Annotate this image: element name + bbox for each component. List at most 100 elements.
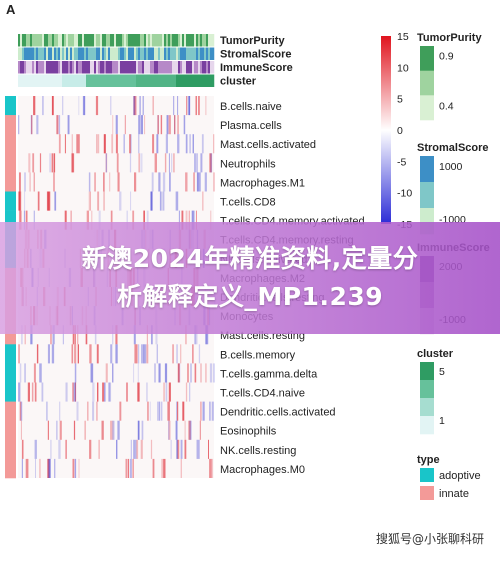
track-cell — [118, 47, 121, 60]
heatmap-cell — [96, 344, 99, 364]
track-cell — [204, 34, 207, 47]
heatmap-cell — [23, 210, 25, 230]
heatmap-cell — [205, 363, 207, 383]
heatmap-cell — [47, 344, 50, 364]
type-cell — [5, 325, 16, 345]
heatmap-cell — [209, 401, 211, 421]
track-cell — [178, 47, 181, 60]
track-cell — [208, 74, 211, 87]
track-cell — [42, 47, 45, 60]
heatmap-cell — [186, 96, 188, 116]
row-label: T.cells.CD8 — [220, 197, 276, 209]
color-bar-tick-label: -10 — [397, 188, 412, 200]
heatmap-cell — [150, 439, 153, 459]
track-cell — [52, 74, 55, 87]
track-cell — [98, 47, 101, 60]
track-cell — [88, 74, 91, 87]
heatmap-cell — [200, 401, 202, 421]
heatmap-cell — [146, 325, 148, 345]
heatmap-cell — [88, 191, 91, 211]
track-cell — [20, 74, 23, 87]
track-cell — [154, 47, 157, 60]
track-cell — [160, 47, 163, 60]
heatmap-cell — [180, 344, 182, 364]
row-label: Mast.cells.activated — [220, 139, 316, 151]
track-cell — [30, 47, 33, 60]
track-cell — [150, 47, 153, 60]
track-cell — [158, 74, 161, 87]
heatmap-cell — [199, 172, 201, 192]
track-cell — [60, 34, 63, 47]
heatmap-cell — [20, 401, 23, 421]
heatmap-cell — [176, 401, 178, 421]
heatmap-cell — [130, 191, 132, 211]
heatmap-cell — [25, 458, 28, 478]
heatmap-cell — [136, 439, 139, 459]
track-cell — [110, 47, 113, 60]
heatmap-cell — [129, 458, 132, 478]
heatmap-cell — [24, 325, 26, 345]
track-cell — [174, 34, 177, 47]
track-cell — [148, 34, 151, 47]
track-cell — [54, 34, 57, 47]
track-cell — [78, 61, 81, 74]
track-cell — [132, 34, 135, 47]
track-cell — [34, 61, 37, 74]
track-cell — [82, 74, 85, 87]
track-cell — [60, 74, 63, 87]
heatmap-cell — [175, 420, 178, 440]
track-cell — [196, 34, 199, 47]
track-cell — [200, 74, 203, 87]
track-cell — [128, 34, 131, 47]
heatmap-cell — [177, 439, 179, 459]
heatmap-cell — [59, 401, 61, 421]
heatmap-cell — [36, 115, 39, 135]
track-cell — [168, 74, 171, 87]
heatmap-cell — [158, 172, 161, 192]
track-cell — [92, 47, 95, 60]
heatmap-cell — [189, 420, 191, 440]
track-cell — [88, 47, 91, 60]
track-cell — [90, 34, 93, 47]
track-cell — [116, 34, 119, 47]
track-cell — [118, 74, 121, 87]
heatmap-cell — [187, 363, 189, 383]
heatmap-cell — [138, 420, 140, 440]
heatmap-cell — [185, 134, 188, 154]
heatmap-cell — [127, 458, 129, 478]
heatmap-cell — [182, 401, 185, 421]
track-cell — [202, 61, 205, 74]
track-cell — [58, 74, 61, 87]
heatmap-cell — [211, 458, 213, 478]
track-cell — [22, 61, 25, 74]
heatmap-cell — [84, 420, 86, 440]
heatmap-cell — [18, 115, 20, 135]
heatmap-cell — [104, 134, 106, 154]
heatmap-cell — [167, 401, 169, 421]
heatmap-cell — [139, 96, 141, 116]
heatmap-cell — [73, 382, 76, 402]
heatmap-cell — [73, 420, 76, 440]
track-cell — [80, 61, 83, 74]
track-cell — [32, 61, 35, 74]
track-cell — [150, 34, 153, 47]
track-cell — [100, 34, 103, 47]
track-cell — [62, 61, 65, 74]
track-cell — [88, 61, 91, 74]
heatmap-cell — [58, 439, 60, 459]
heatmap-cell — [180, 458, 182, 478]
heatmap-cell — [189, 134, 191, 154]
track-cell — [134, 74, 137, 87]
track-cell — [44, 47, 47, 60]
heatmap-cell — [96, 134, 97, 154]
heatmap-cell — [180, 439, 183, 459]
track-cell — [72, 61, 75, 74]
legend-tick-label: 0.9 — [439, 50, 454, 62]
track-cell — [40, 74, 43, 87]
track-cell — [186, 34, 189, 47]
type-cell — [5, 382, 16, 402]
track-cell — [168, 61, 171, 74]
heatmap-cell — [168, 420, 170, 440]
heatmap-cell — [160, 115, 163, 135]
legend-swatch — [420, 46, 434, 71]
